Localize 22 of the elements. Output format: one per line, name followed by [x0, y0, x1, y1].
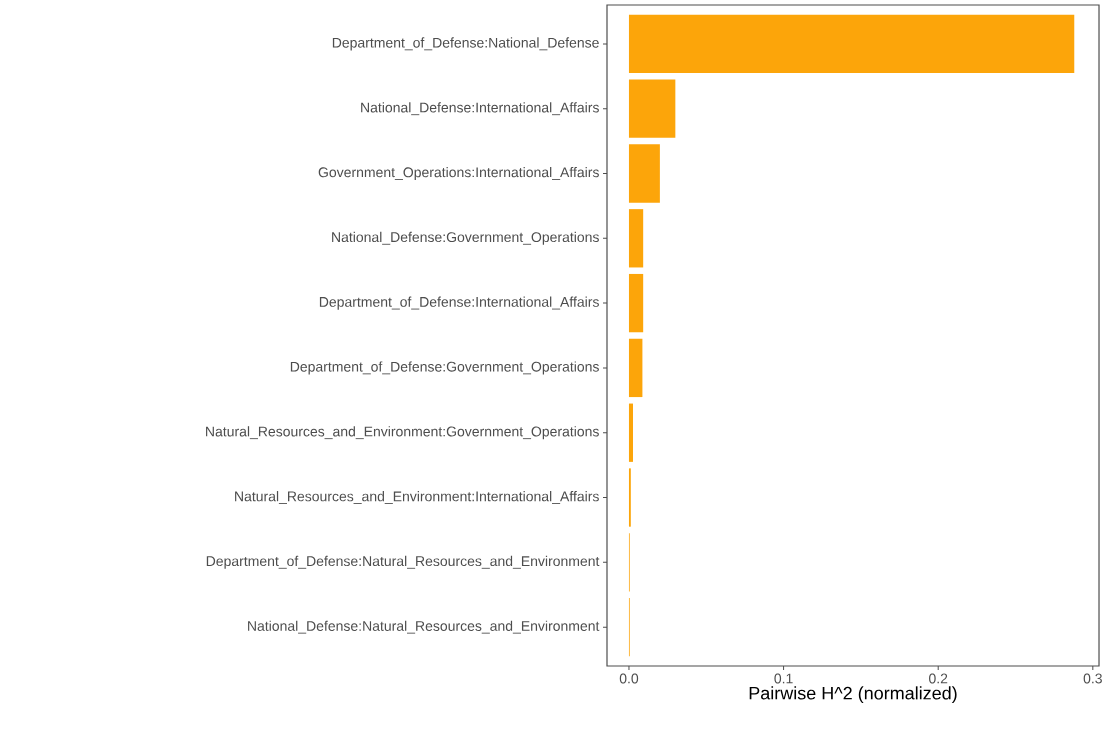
bar: [628, 14, 1075, 74]
bar: [628, 403, 633, 462]
bar: [628, 79, 676, 138]
y-tick-label: Natural_Resources_and_Environment:Government_Operations: [206, 426, 599, 440]
y-tick-label: Government_Operations:International_Affairs: [318, 166, 599, 181]
bar: [628, 144, 660, 203]
x-tick-label: 0.2: [929, 673, 948, 684]
x-tick-label: 0.0: [619, 673, 639, 684]
y-tick-label: National_Defense:Government_Operations: [332, 231, 599, 245]
bar: [628, 273, 644, 333]
bar: [628, 338, 643, 398]
x-tick-label: 0.3: [1083, 673, 1102, 684]
y-tick-label: Department_of_Defense:International_Affairs: [319, 296, 599, 310]
y-tick-label: Natural_Resources_and_Environment:International_Affairs: [235, 491, 599, 504]
y-tick-label: Department_of_Defense:National_Defense: [332, 37, 599, 51]
y-tick-label: National_Defense:International_Affairs: [361, 102, 599, 116]
bar: [628, 209, 644, 268]
x-tick-label: 0.1: [774, 673, 793, 684]
y-tick-label: National_Defense:Natural_Resources_and_Environment: [248, 620, 600, 634]
y-tick-label: Department_of_Defense:Natural_Resources_and_Environment: [206, 555, 600, 569]
x-axis-title: Pairwise H^2 (normalized): [749, 686, 957, 704]
y-tick-label: Department_of_Defense:Government_Operations: [290, 361, 599, 375]
